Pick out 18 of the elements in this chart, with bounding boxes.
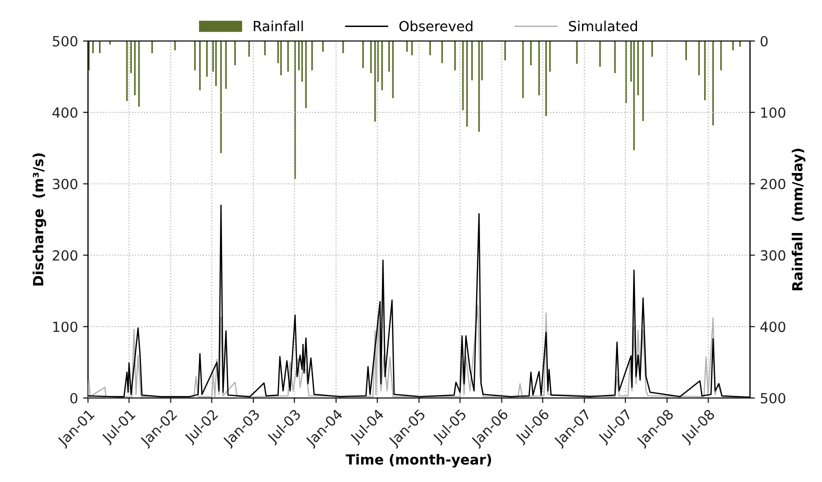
legend-label: Rainfall [254,20,303,32]
y2-tick-label: 0 [760,36,768,46]
x-axis-title: Time (month-year) [346,454,492,468]
y2-tick-label: 400 [760,322,786,332]
legend-label: Simulated [569,20,638,32]
y2-axis-title: Rainfall (mm/day) [792,148,806,290]
legend-label: Obsereved [399,20,472,32]
y-tick-label: 300 [52,178,78,190]
y-tick-label: 100 [53,322,78,332]
y-tick-label: 200 [52,250,78,261]
y-axis-title: Discharge (m³/s) [32,153,46,286]
y2-tick-label: 100 [761,107,786,118]
y-tick-label: 0 [70,392,78,404]
y2-tick-label: 300 [760,250,786,261]
y2-tick-label: 500 [760,392,786,404]
y-tick-label: 400 [52,107,78,118]
y2-tick-label: 200 [760,178,786,190]
y-tick-label: 500 [52,36,78,46]
